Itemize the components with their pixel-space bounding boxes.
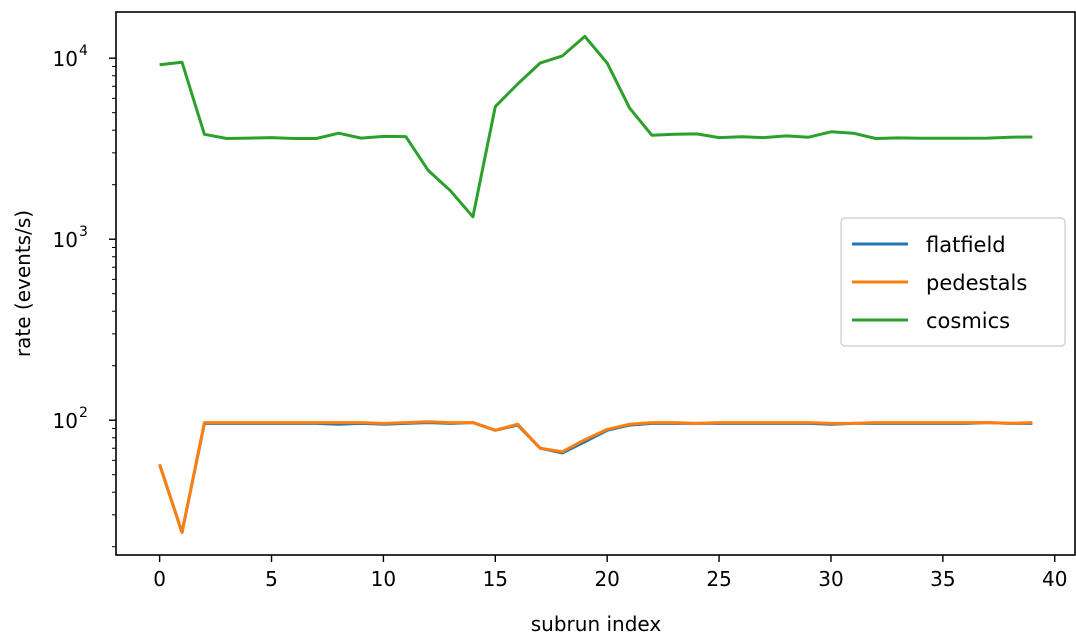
legend-label-flatfield: flatfield xyxy=(926,233,1006,257)
series-line-pedestals xyxy=(158,420,1033,534)
y-tick-label: 10 xyxy=(53,409,78,433)
series-line-cosmics xyxy=(159,34,1033,219)
y-axis-label: rate (events/s) xyxy=(11,210,35,357)
y-tick-exponent: 2 xyxy=(79,405,88,421)
x-tick-label: 40 xyxy=(1042,567,1067,591)
x-tick-label: 0 xyxy=(153,567,166,591)
series-line-flatfield xyxy=(158,421,1033,534)
x-tick-label: 25 xyxy=(706,567,731,591)
legend-label-pedestals: pedestals xyxy=(926,271,1027,295)
legend-box xyxy=(840,217,1066,347)
x-axis: 0 5 10 15 20 25 30 35 40 xyxy=(153,555,1067,591)
legend-label-cosmics: cosmics xyxy=(926,309,1010,333)
x-tick-label: 15 xyxy=(483,567,508,591)
x-tick-label: 10 xyxy=(371,567,396,591)
y-tick-exponent: 4 xyxy=(79,43,88,59)
x-tick-label: 35 xyxy=(930,567,955,591)
y-tick-exponent: 3 xyxy=(79,224,88,240)
plot-frame xyxy=(115,11,1076,556)
x-tick-label: 30 xyxy=(818,567,843,591)
x-tick-label: 20 xyxy=(594,567,619,591)
legend: flatfield pedestals cosmics xyxy=(840,217,1066,347)
x-axis-label: subrun index xyxy=(531,612,662,636)
y-tick-label: 10 xyxy=(53,47,78,71)
x-tick-label: 5 xyxy=(265,567,278,591)
y-tick-label: 10 xyxy=(53,228,78,252)
series-lines xyxy=(158,34,1033,534)
